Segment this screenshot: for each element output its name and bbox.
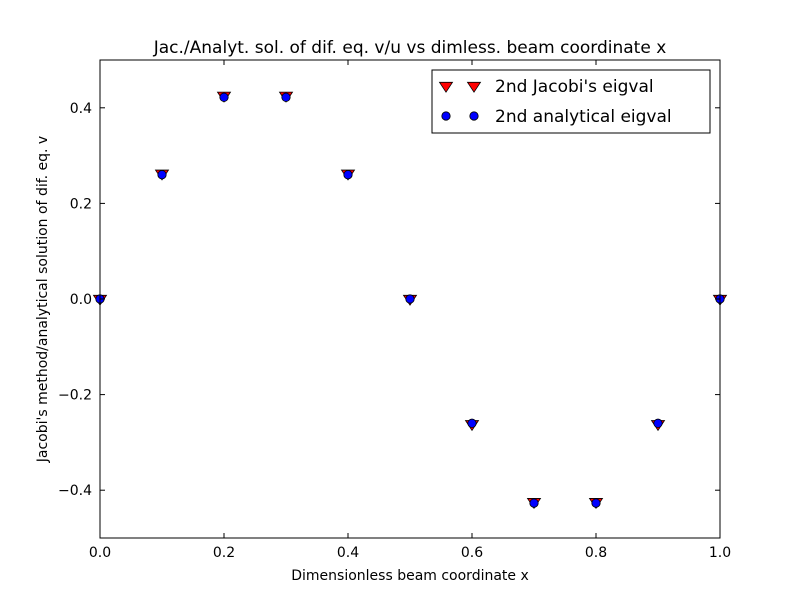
legend-entries: 2nd Jacobi's eigval 2nd analytical eigval	[438, 77, 672, 127]
plot-markers	[92, 91, 728, 510]
legend-entry: 2nd analytical eigval	[441, 107, 672, 127]
analytical-point	[467, 418, 477, 428]
y-tick-label: 0.0	[70, 292, 92, 308]
x-tick-label: 0.6	[461, 545, 483, 561]
analytical-point	[219, 92, 229, 102]
analytical-point	[529, 498, 539, 508]
y-tick-label: 0.4	[70, 101, 92, 117]
x-axis-label: Dimensionless beam coordinate x	[291, 568, 529, 584]
x-tick-label: 1.0	[709, 545, 731, 561]
y-axis-label: Jacobi's method/analytical solution of d…	[35, 136, 51, 463]
x-axis-ticks: 0.0 0.2 0.4 0.6 0.8 1.0	[89, 60, 731, 561]
y-tick-label: 0.2	[70, 196, 92, 212]
x-tick-label: 0.8	[585, 545, 607, 561]
legend-marker	[466, 81, 482, 93]
y-tick-label: −0.4	[58, 483, 92, 499]
y-axis-ticks: −0.4 −0.2 0.0 0.2 0.4	[58, 101, 720, 499]
legend-marker	[469, 111, 479, 121]
legend: 2nd Jacobi's eigval 2nd analytical eigval	[431, 69, 711, 134]
analytical-point	[343, 170, 353, 180]
legend-marker	[441, 111, 451, 121]
x-tick-label: 0.0	[89, 545, 111, 561]
y-tick-label: −0.2	[58, 388, 92, 404]
analytical-point	[591, 498, 601, 508]
analytical-point	[653, 418, 663, 428]
legend-entry: 2nd Jacobi's eigval	[438, 77, 654, 97]
x-tick-label: 0.4	[337, 545, 359, 561]
legend-box	[431, 69, 711, 134]
legend-label: 2nd analytical eigval	[495, 107, 672, 127]
chart-title: Jac./Analyt. sol. of dif. eq. v/u vs dim…	[153, 38, 667, 58]
legend-marker	[438, 81, 454, 93]
analytical-point	[405, 294, 415, 304]
series-2	[95, 92, 725, 508]
analytical-point	[157, 170, 167, 180]
x-tick-label: 0.2	[213, 545, 235, 561]
legend-label: 2nd Jacobi's eigval	[495, 77, 654, 97]
analytical-point	[281, 92, 291, 102]
